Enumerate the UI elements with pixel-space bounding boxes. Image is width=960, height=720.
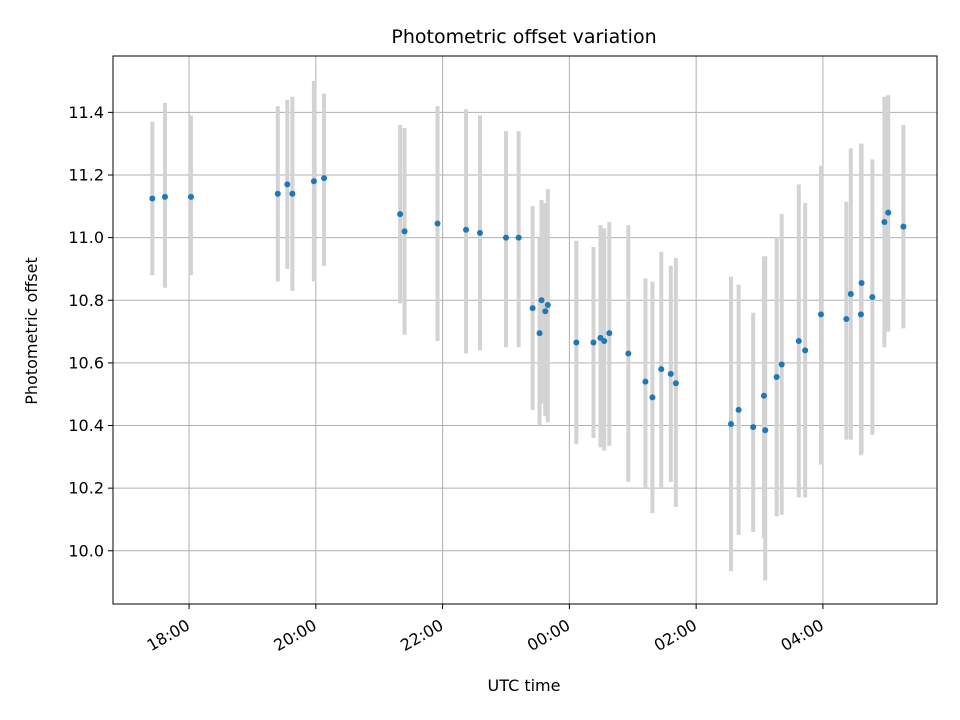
data-point bbox=[625, 350, 632, 357]
data-point bbox=[529, 305, 536, 312]
data-point bbox=[760, 392, 767, 399]
data-point bbox=[900, 223, 907, 230]
data-point bbox=[658, 366, 665, 373]
data-point bbox=[802, 347, 809, 354]
data-point bbox=[601, 337, 608, 344]
data-point bbox=[463, 226, 470, 233]
data-point bbox=[538, 297, 545, 304]
data-point bbox=[434, 220, 441, 227]
data-point bbox=[274, 190, 281, 197]
y-tick-label: 11.0 bbox=[68, 228, 104, 247]
y-axis-label: Photometric offset bbox=[22, 257, 41, 405]
data-point bbox=[310, 178, 317, 185]
y-axis-ticks: 10.0 10.2 10.4 10.6 10.8 11.0 11.2 11.4 bbox=[68, 103, 113, 560]
data-point bbox=[858, 280, 865, 287]
data-point bbox=[606, 330, 613, 337]
y-tick-label: 11.2 bbox=[68, 165, 104, 184]
data-point bbox=[590, 339, 597, 346]
data-point bbox=[857, 311, 864, 318]
data-point bbox=[843, 316, 850, 323]
data-point bbox=[476, 229, 483, 236]
data-point bbox=[515, 234, 522, 241]
data-point bbox=[672, 380, 679, 387]
data-point bbox=[728, 420, 734, 427]
data-point bbox=[289, 190, 296, 197]
y-tick-label: 10.4 bbox=[68, 416, 104, 435]
data-point bbox=[544, 301, 551, 308]
data-point bbox=[795, 337, 802, 344]
data-point bbox=[881, 218, 888, 225]
data-point bbox=[818, 311, 825, 318]
data-point bbox=[397, 211, 404, 218]
x-axis-label: UTC time bbox=[488, 676, 561, 695]
data-point bbox=[573, 339, 580, 346]
data-point bbox=[401, 228, 408, 235]
y-tick-label: 11.4 bbox=[68, 103, 104, 122]
data-point bbox=[187, 193, 194, 200]
y-tick-label: 10.2 bbox=[68, 479, 104, 498]
data-point bbox=[321, 175, 328, 182]
data-point bbox=[649, 394, 656, 401]
data-point bbox=[284, 181, 291, 188]
data-point bbox=[847, 290, 854, 297]
y-tick-label: 10.0 bbox=[68, 541, 104, 560]
data-point bbox=[778, 361, 785, 368]
data-point bbox=[642, 378, 649, 385]
y-tick-label: 10.8 bbox=[68, 291, 104, 310]
data-point bbox=[773, 373, 780, 380]
data-point bbox=[735, 406, 742, 413]
data-point bbox=[762, 427, 769, 434]
data-point bbox=[149, 195, 156, 202]
plot-area-frame bbox=[112, 55, 938, 605]
chart-title: Photometric offset variation bbox=[391, 26, 656, 48]
data-points bbox=[149, 175, 907, 434]
data-point bbox=[750, 424, 757, 431]
data-point bbox=[161, 193, 168, 200]
data-point bbox=[869, 294, 876, 301]
y-tick-label: 10.6 bbox=[68, 353, 104, 372]
data-point bbox=[885, 209, 892, 216]
data-point bbox=[502, 234, 509, 241]
data-point bbox=[542, 308, 549, 315]
data-point bbox=[536, 330, 543, 337]
data-point bbox=[667, 370, 674, 377]
